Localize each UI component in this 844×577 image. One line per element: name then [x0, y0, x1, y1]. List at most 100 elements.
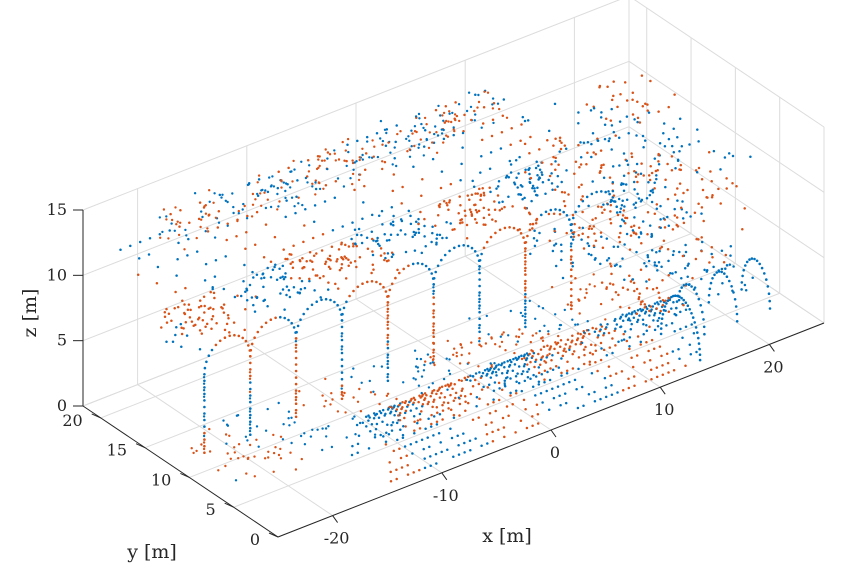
point: [420, 404, 424, 408]
point: [630, 225, 633, 229]
point: [515, 335, 518, 338]
point: [645, 196, 649, 200]
point: [723, 156, 727, 159]
point: [458, 221, 462, 225]
point: [622, 152, 626, 155]
point: [524, 279, 527, 283]
point: [592, 107, 596, 110]
point: [213, 192, 216, 195]
point: [641, 318, 645, 321]
point: [269, 260, 273, 263]
point: [347, 150, 350, 154]
point: [353, 259, 357, 263]
point: [493, 200, 496, 203]
point: [294, 363, 298, 366]
point: [365, 425, 368, 428]
point: [340, 371, 344, 374]
point: [382, 285, 385, 289]
point: [270, 184, 273, 187]
point: [580, 183, 583, 186]
point: [417, 400, 420, 404]
point: [342, 306, 346, 310]
point: [622, 332, 625, 336]
point: [446, 339, 449, 343]
point: [684, 325, 688, 328]
point: [300, 160, 303, 163]
x-axis-label: x [m]: [482, 525, 532, 547]
point: [364, 415, 368, 419]
point: [533, 229, 536, 233]
point: [504, 176, 508, 179]
point: [440, 392, 443, 395]
point: [507, 414, 510, 418]
point: [303, 286, 307, 290]
point: [594, 361, 597, 364]
point: [353, 228, 357, 231]
point: [672, 127, 675, 131]
point: [528, 181, 532, 185]
point: [340, 262, 344, 266]
point: [666, 247, 670, 251]
point: [534, 375, 538, 378]
point: [741, 274, 744, 278]
point: [599, 341, 603, 345]
point: [256, 192, 259, 196]
point: [421, 402, 425, 406]
point: [565, 369, 569, 372]
point: [474, 208, 478, 212]
point: [524, 308, 527, 312]
point: [282, 423, 285, 426]
point: [396, 268, 399, 272]
point: [403, 401, 407, 405]
point: [558, 327, 561, 331]
point: [352, 242, 355, 246]
point: [637, 295, 641, 299]
point: [494, 366, 497, 369]
point: [432, 322, 436, 325]
point: [253, 455, 256, 458]
point: [719, 202, 722, 205]
point: [528, 352, 531, 356]
point: [302, 240, 305, 244]
point: [314, 187, 318, 191]
point: [721, 281, 724, 285]
point: [609, 374, 612, 378]
point: [701, 188, 705, 192]
point: [768, 307, 772, 310]
point: [497, 363, 500, 366]
point: [369, 391, 373, 394]
point: [446, 448, 449, 451]
point: [496, 102, 500, 105]
point: [717, 187, 720, 191]
point: [457, 444, 460, 447]
point: [508, 358, 512, 362]
point: [437, 388, 441, 391]
point: [155, 282, 159, 285]
point: [592, 244, 596, 248]
point: [276, 208, 279, 211]
point: [303, 224, 306, 227]
point: [340, 325, 344, 329]
point: [594, 349, 598, 352]
point: [249, 355, 252, 358]
point: [486, 403, 490, 406]
point: [588, 351, 592, 355]
point: [513, 363, 517, 366]
point: [659, 218, 662, 221]
point: [538, 363, 542, 366]
point: [386, 343, 389, 346]
point: [288, 424, 291, 427]
point: [255, 296, 259, 299]
point: [321, 232, 325, 236]
point: [656, 168, 659, 172]
point: [255, 273, 259, 276]
point: [224, 464, 227, 468]
point: [183, 303, 186, 306]
grid-line: [355, 298, 552, 431]
point: [234, 479, 238, 482]
point: [407, 135, 410, 138]
point: [560, 374, 563, 377]
point: [649, 189, 653, 193]
point: [386, 353, 390, 357]
point: [438, 203, 442, 206]
